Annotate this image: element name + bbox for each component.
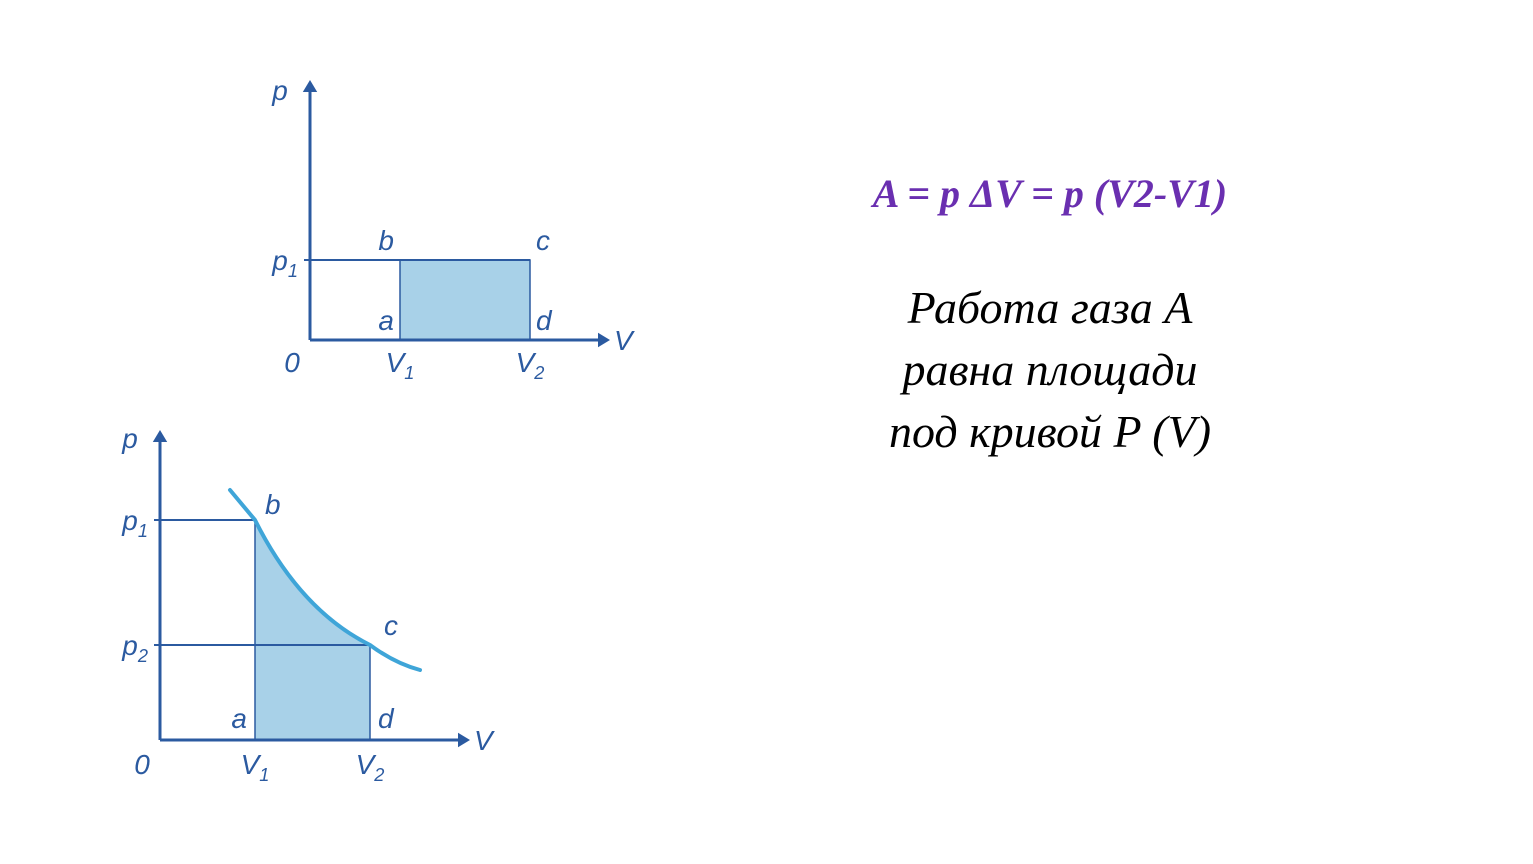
svg-text:V: V [474, 725, 495, 756]
explanation-text: Работа газа А равна площади под кривой P… [660, 277, 1440, 463]
svg-text:V2: V2 [356, 749, 385, 785]
svg-text:V: V [614, 325, 635, 356]
explanation-line-1: Работа газа А [908, 282, 1193, 333]
svg-text:p: p [271, 75, 288, 106]
svg-text:b: b [378, 225, 394, 256]
svg-text:0: 0 [134, 749, 150, 780]
svg-text:V2: V2 [516, 347, 545, 383]
svg-text:d: d [536, 305, 553, 336]
svg-text:c: c [384, 610, 398, 641]
svg-text:p1: p1 [271, 245, 298, 281]
right-text-block: A = p ΔV = p (V2-V1) Работа газа А равна… [660, 170, 1440, 463]
diagram-isobaric: p V 0 p1 V1 V2 a b c d [230, 60, 650, 390]
svg-text:a: a [378, 305, 394, 336]
page: p V 0 p1 V1 V2 a b c d p V 0 p1 p2 V1 V2 a b c d A = p ΔV =… [0, 0, 1533, 864]
work-formula: A = p ΔV = p (V2-V1) [660, 170, 1440, 217]
svg-text:p1: p1 [121, 505, 148, 541]
svg-text:d: d [378, 703, 395, 734]
explanation-line-2: равна площади [902, 344, 1197, 395]
svg-text:a: a [231, 703, 247, 734]
svg-text:V1: V1 [386, 347, 415, 383]
svg-text:c: c [536, 225, 550, 256]
svg-text:p: p [121, 423, 138, 454]
svg-text:p2: p2 [121, 630, 148, 666]
svg-text:V1: V1 [241, 749, 270, 785]
svg-text:0: 0 [284, 347, 300, 378]
svg-text:b: b [265, 489, 281, 520]
diagram-isothermal: p V 0 p1 p2 V1 V2 a b c d [70, 410, 510, 800]
explanation-line-3: под кривой P (V) [889, 406, 1211, 457]
